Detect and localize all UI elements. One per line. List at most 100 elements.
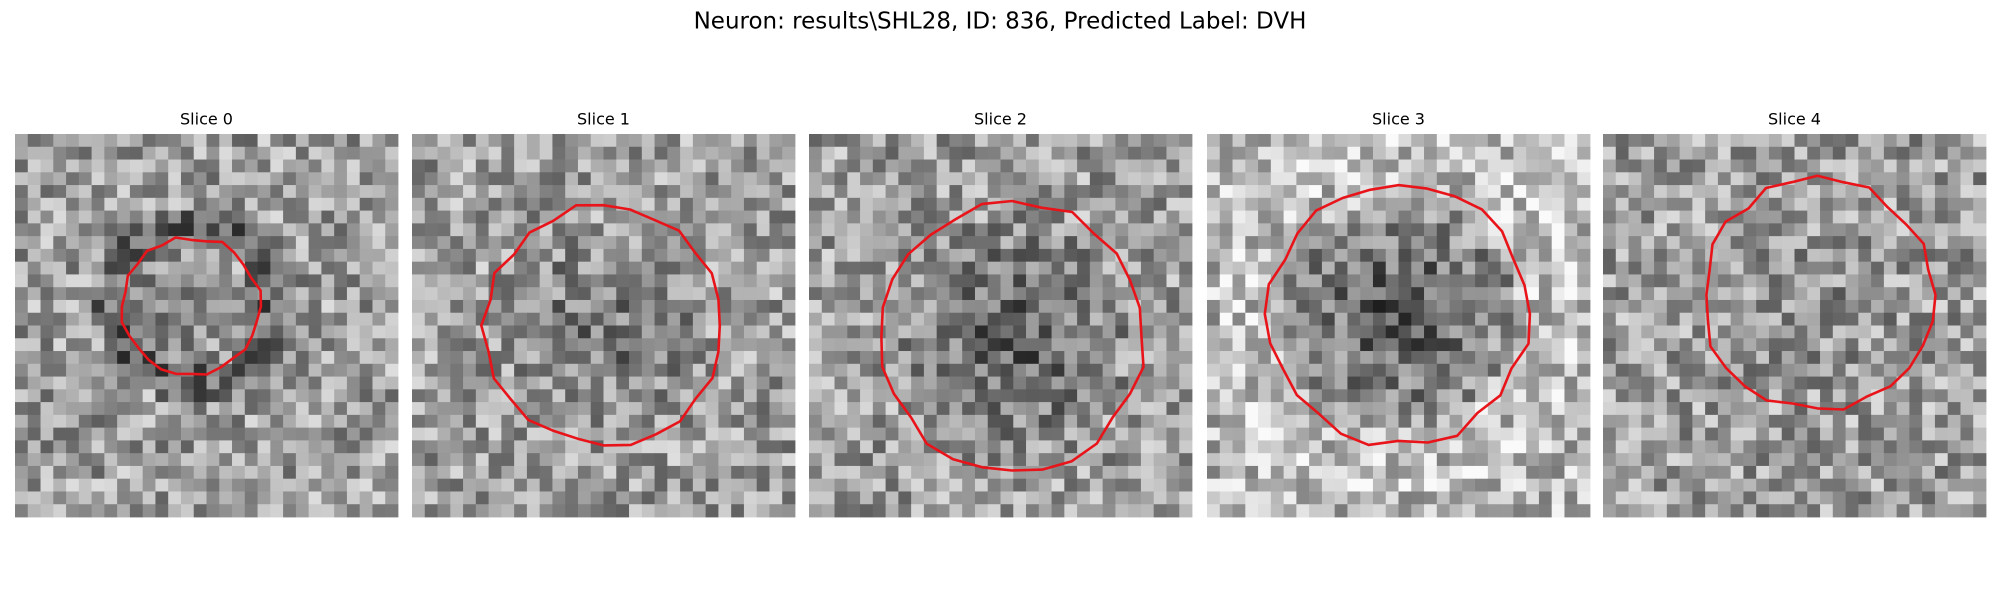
- pixel: [1756, 172, 1770, 186]
- pixel: [987, 287, 1001, 301]
- pixel: [1960, 325, 1974, 339]
- pixel: [1436, 363, 1450, 377]
- pixel: [514, 478, 528, 492]
- pixel: [847, 504, 861, 518]
- pixel: [1973, 312, 1987, 326]
- pixel: [590, 146, 604, 160]
- pixel: [1449, 261, 1463, 275]
- pixel: [565, 376, 579, 390]
- pixel: [91, 261, 105, 275]
- pixel: [974, 504, 989, 518]
- pixel: [78, 414, 92, 429]
- pixel: [1730, 146, 1744, 160]
- pixel: [1153, 312, 1167, 326]
- pixel: [142, 376, 156, 390]
- pixel: [1166, 223, 1180, 237]
- pixel: [206, 453, 220, 467]
- pixel: [1781, 197, 1795, 211]
- pixel: [1064, 312, 1078, 326]
- pixel: [180, 414, 195, 429]
- pixel: [155, 172, 169, 186]
- pixel: [1526, 197, 1540, 211]
- pixel: [514, 172, 528, 186]
- pixel: [1360, 351, 1374, 365]
- pixel: [1666, 325, 1680, 339]
- pixel: [603, 402, 617, 416]
- pixel: [1128, 440, 1142, 454]
- pixel: [488, 325, 502, 339]
- pixel: [1372, 402, 1387, 416]
- pixel: [1013, 402, 1027, 416]
- pixel: [219, 274, 233, 288]
- pixel: [1166, 185, 1180, 199]
- pixel: [1270, 146, 1284, 160]
- pixel: [1845, 146, 1859, 160]
- panel-title: Slice 2: [974, 110, 1027, 129]
- pixel: [1207, 402, 1221, 416]
- pixel: [974, 491, 989, 505]
- pixel: [308, 134, 322, 148]
- pixel: [756, 172, 770, 186]
- pixel: [334, 159, 348, 173]
- pixel: [1115, 287, 1129, 301]
- pixel: [1973, 440, 1987, 454]
- pixel: [424, 197, 438, 211]
- pixel: [1641, 453, 1655, 467]
- pixel: [1385, 134, 1399, 148]
- pixel: [1309, 248, 1323, 263]
- pixel: [514, 325, 528, 339]
- pixel: [1115, 427, 1129, 441]
- pixel: [667, 197, 681, 211]
- pixel: [1347, 134, 1361, 148]
- pixel: [1717, 274, 1732, 288]
- pixel: [1487, 478, 1502, 492]
- pixel: [180, 261, 195, 275]
- pixel: [53, 389, 67, 403]
- pixel: [1321, 236, 1336, 250]
- pixel: [885, 453, 899, 467]
- pixel: [283, 312, 297, 326]
- pixel: [232, 274, 246, 288]
- pixel: [692, 376, 707, 390]
- pixel: [885, 363, 899, 377]
- pixel: [1947, 159, 1961, 173]
- pixel: [206, 299, 220, 314]
- pixel: [1858, 146, 1872, 160]
- pixel: [911, 453, 925, 467]
- pixel: [1577, 134, 1591, 148]
- pixel: [321, 376, 335, 390]
- pixel: [66, 299, 80, 314]
- pixel: [359, 236, 373, 250]
- pixel: [539, 465, 553, 480]
- pixel: [718, 210, 732, 224]
- pixel: [1372, 261, 1387, 275]
- pixel: [155, 185, 169, 199]
- pixel: [911, 185, 925, 199]
- pixel: [1411, 159, 1425, 173]
- pixel: [641, 465, 655, 480]
- pixel: [1896, 478, 1910, 492]
- pixel: [412, 491, 426, 505]
- pixel: [1845, 287, 1859, 301]
- pixel: [295, 172, 310, 186]
- pixel: [117, 248, 131, 263]
- pixel: [1538, 351, 1553, 365]
- pixel: [1398, 287, 1412, 301]
- pixel: [244, 210, 258, 224]
- pixel: [193, 261, 207, 275]
- pixel: [743, 351, 758, 365]
- pixel: [1424, 274, 1438, 288]
- pixel: [1296, 248, 1310, 263]
- pixel: [1960, 223, 1974, 237]
- pixel: [1283, 427, 1297, 441]
- pixel: [821, 402, 835, 416]
- pixel: [78, 478, 92, 492]
- pixel: [809, 376, 823, 390]
- pixel: [1462, 159, 1476, 173]
- pixel: [987, 274, 1001, 288]
- pixel: [501, 159, 515, 173]
- pixel: [1270, 159, 1284, 173]
- pixel: [641, 185, 655, 199]
- pixel: [1768, 248, 1783, 263]
- pixel: [654, 363, 668, 377]
